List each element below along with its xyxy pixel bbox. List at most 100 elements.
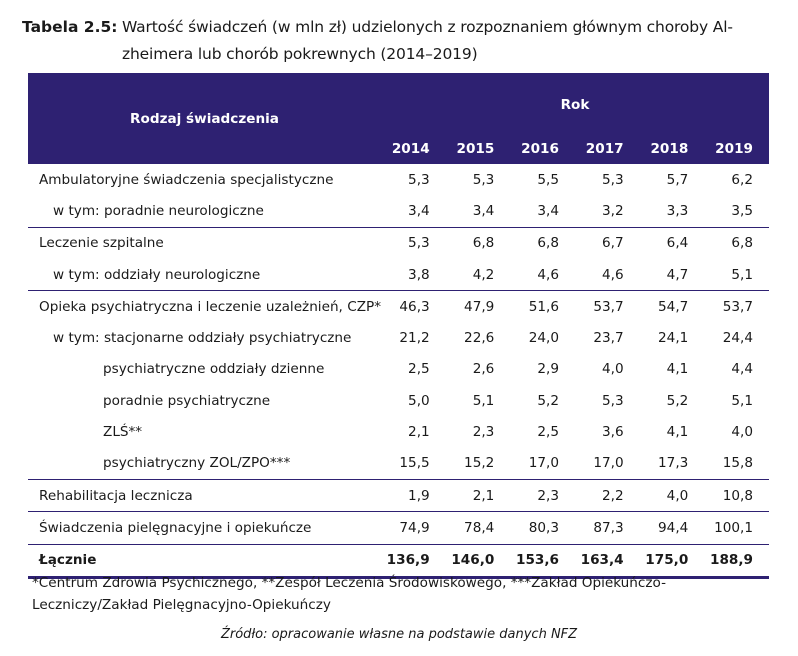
cell-value: 4,7 — [666, 266, 689, 283]
cell-value: 80,3 — [510, 511, 575, 545]
cell-value: 3,4 — [408, 202, 430, 219]
cell-value: 24,1 — [658, 330, 689, 347]
row-label: poradnie psychiatryczne — [103, 392, 271, 409]
cell-value: 5,3 — [602, 171, 624, 188]
total-value: 153,6 — [510, 543, 575, 579]
cell-value: 17,0 — [593, 455, 624, 472]
row-label: Rehabilitacja lecznicza — [28, 478, 382, 512]
total-row: Łącznie 136,9 146,0 153,6 163,4 175,0 188,9 — [28, 543, 769, 579]
cell-value: 2,9 — [537, 361, 559, 378]
table-row: psychiatryczne oddziały dzienne 2,5 2,6 2,9… — [28, 354, 769, 385]
row-label: Leczenie szpitalne — [28, 226, 382, 259]
table-row: poradnie psychiatryczne 5,0 5,1 5,2 5,3 5,2 5,… — [28, 385, 769, 416]
table-row: psychiatryczny ZOL/ZPO*** 15,5 15,2 17,0 17,… — [28, 448, 769, 480]
cell-value: 6,2 — [731, 171, 753, 188]
cell-value: 5,3 — [602, 392, 624, 409]
cell-value: 4,6 — [602, 266, 624, 283]
cell-value: 74,9 — [381, 511, 446, 545]
table-row: Ambulatoryjne świadczenia specjalistyczn… — [28, 164, 769, 195]
row-label: w tym: stacjonarne oddziały psychiatrycz… — [53, 330, 352, 347]
caption-label: Tabela 2.5: — [22, 18, 118, 36]
cell-value: 3,4 — [537, 202, 559, 219]
cell-value: 94,4 — [639, 511, 705, 545]
row-label: ZLŚ** — [103, 424, 143, 441]
cell-value: 4,1 — [666, 361, 689, 378]
cell-value: 2,1 — [445, 478, 511, 512]
caption-line-1: Wartość świadczeń (w mln zł) udzielonych… — [122, 18, 733, 36]
cell-value: 3,5 — [731, 202, 753, 219]
cell-value: 2,5 — [537, 424, 559, 441]
cell-value: 4,6 — [537, 266, 559, 283]
cell-value: 24,4 — [722, 330, 753, 347]
cell-value: 100,1 — [704, 511, 769, 545]
table-row: Świadczenia pielęgnacyjne i opiekuńcze 74… — [28, 511, 769, 545]
header-benefit-type: Rodzaj świadczenia — [28, 73, 382, 164]
cell-value: 5,1 — [731, 266, 753, 283]
row-label: Opieka psychiatryczna i leczenie uzależn… — [28, 290, 382, 323]
cell-value: 5,2 — [537, 392, 559, 409]
year-header: 2018 — [639, 113, 705, 164]
cell-value: 21,2 — [399, 330, 430, 347]
table-row: Opieka psychiatryczna i leczenie uzależn… — [28, 290, 769, 323]
year-header: 2017 — [574, 113, 640, 164]
cell-value: 3,3 — [666, 202, 689, 219]
cell-value: 53,7 — [704, 290, 769, 323]
header-year: Rok — [381, 73, 769, 113]
total-value: 136,9 — [381, 543, 446, 579]
table-row: w tym: oddziały neurologiczne 3,8 4,2 4,6 4,… — [28, 259, 769, 291]
cell-value: 87,3 — [574, 511, 640, 545]
cell-value: 3,4 — [472, 202, 495, 219]
table-row: Rehabilitacja lecznicza 1,9 2,1 2,3 2,2 4,0 10… — [28, 478, 769, 512]
cell-value: 6,4 — [639, 226, 705, 259]
total-value: 146,0 — [445, 543, 511, 579]
cell-value: 5,3 — [408, 171, 430, 188]
row-label: psychiatryczne oddziały dzienne — [103, 361, 325, 378]
cell-value: 15,8 — [722, 455, 753, 472]
total-label: Łącznie — [28, 543, 382, 579]
cell-value: 78,4 — [445, 511, 511, 545]
cell-value: 4,0 — [731, 424, 753, 441]
cell-value: 4,0 — [602, 361, 624, 378]
cell-value: 5,3 — [381, 226, 446, 259]
benefits-table: Rodzaj świadczenia Rok 2014 2015 2016 20… — [28, 73, 769, 579]
cell-value: 51,6 — [510, 290, 575, 323]
cell-value: 22,6 — [464, 330, 495, 347]
cell-value: 2,1 — [408, 424, 430, 441]
cell-value: 4,0 — [639, 478, 705, 512]
table-row: Leczenie szpitalne 5,3 6,8 6,8 6,7 6,4 6,8 — [28, 226, 769, 259]
cell-value: 23,7 — [593, 330, 624, 347]
row-label: Świadczenia pielęgnacyjne i opiekuńcze — [28, 511, 382, 545]
table-row: w tym: poradnie neurologiczne 3,4 3,4 3,4 3,… — [28, 195, 769, 227]
cell-value: 17,0 — [528, 455, 559, 472]
cell-value: 5,1 — [472, 392, 495, 409]
cell-value: 5,0 — [408, 392, 430, 409]
footnote: *Centrum Zdrowia Psychicznego, **Zespół … — [32, 575, 667, 613]
year-header: 2016 — [510, 113, 575, 164]
row-label: Ambulatoryjne świadczenia specjalistyczn… — [39, 171, 334, 188]
row-label: psychiatryczny ZOL/ZPO*** — [103, 455, 291, 472]
cell-value: 53,7 — [574, 290, 640, 323]
table-row: ZLŚ** 2,1 2,3 2,5 3,6 4,1 4,0 — [28, 416, 769, 447]
cell-value: 4,1 — [666, 424, 689, 441]
total-value: 175,0 — [639, 543, 705, 579]
cell-value: 24,0 — [528, 330, 559, 347]
table-caption: Tabela 2.5: Wartość świadczeń (w mln zł)… — [22, 14, 782, 68]
cell-value: 4,2 — [472, 266, 495, 283]
cell-value: 6,7 — [574, 226, 640, 259]
cell-value: 46,3 — [381, 290, 446, 323]
cell-value: 5,1 — [731, 392, 753, 409]
cell-value: 15,2 — [464, 455, 495, 472]
table-row: w tym: stacjonarne oddziały psychiatrycz… — [28, 322, 769, 353]
cell-value: 6,8 — [445, 226, 511, 259]
cell-value: 3,2 — [602, 202, 624, 219]
cell-value: 5,2 — [666, 392, 689, 409]
row-label: w tym: poradnie neurologiczne — [53, 202, 264, 219]
cell-value: 2,2 — [574, 478, 640, 512]
cell-value: 2,3 — [510, 478, 575, 512]
year-header: 2014 — [381, 113, 446, 164]
cell-value: 10,8 — [704, 478, 769, 512]
cell-value: 15,5 — [399, 455, 430, 472]
caption-line-2: zheimera lub chorób pokrewnych (2014–201… — [122, 45, 478, 63]
cell-value: 4,4 — [731, 361, 753, 378]
year-header: 2015 — [445, 113, 511, 164]
